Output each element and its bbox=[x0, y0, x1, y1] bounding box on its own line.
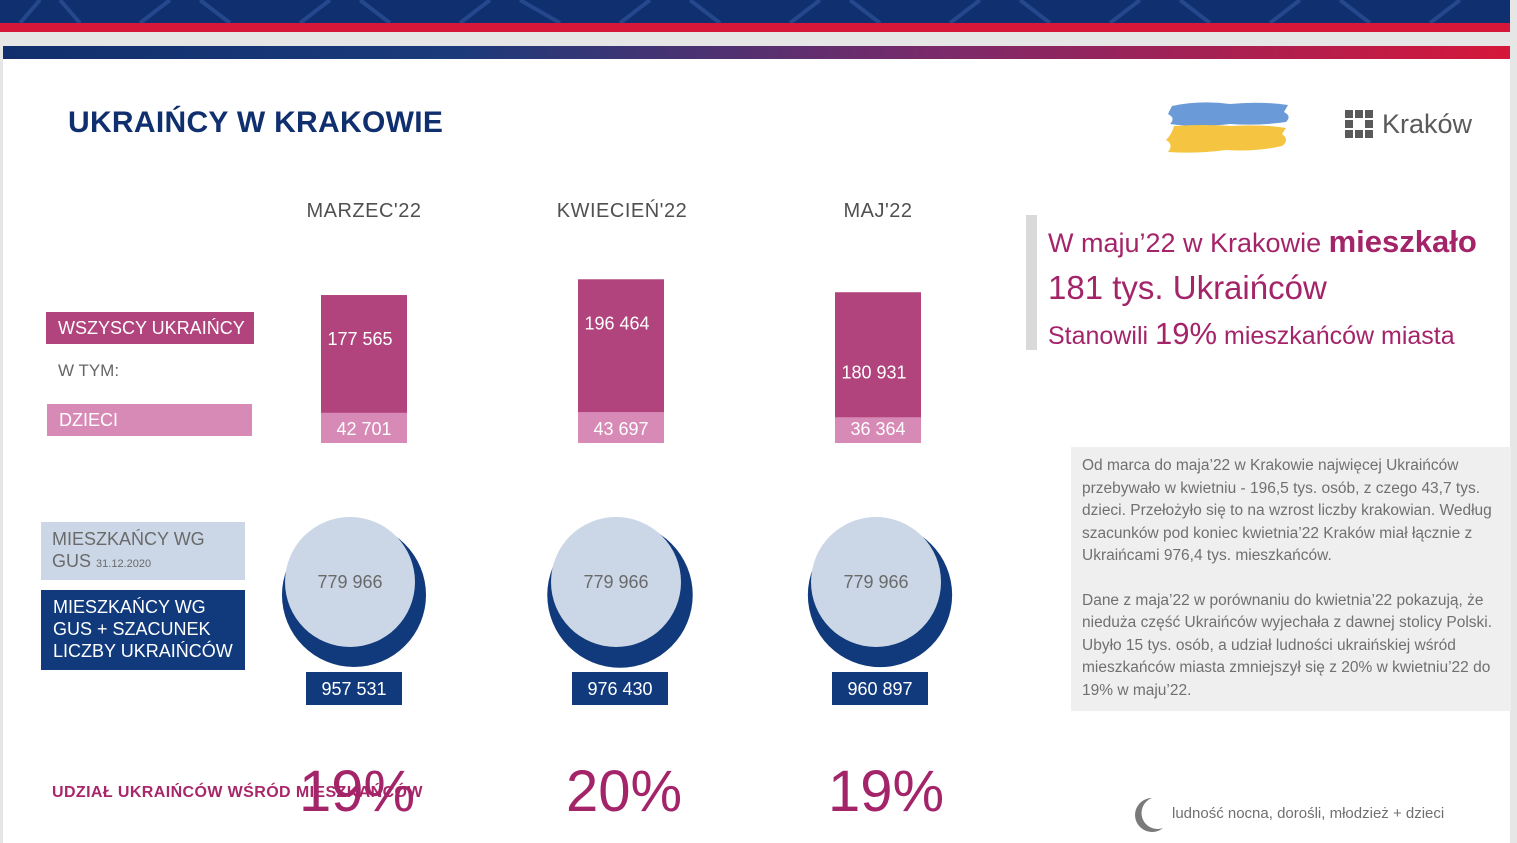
month-label-april: KWIECIEŃ'22 bbox=[556, 200, 688, 222]
quote-line-3-end: mieszkańców miasta bbox=[1224, 322, 1455, 350]
legend-children: DZIECI bbox=[47, 404, 252, 436]
krakow-logo-text: Kraków bbox=[1382, 108, 1473, 139]
circle-label-gus-may: 779 966 bbox=[843, 572, 908, 592]
legend-gus-residents: MIESZKAŃCY WG GUS 31.12.2020 bbox=[41, 522, 245, 580]
share-value-march: 19% bbox=[298, 759, 416, 824]
total-badge-label-may: 960 897 bbox=[847, 679, 912, 699]
quote-line-3: Stanowili 19% mieszkańców miasta bbox=[1048, 311, 1477, 359]
header-pattern bbox=[18, 0, 1462, 23]
description-paragraph-2: Dane z maja’22 w porównaniu do kwietnia’… bbox=[1082, 591, 1493, 699]
circle-label-gus-march: 779 966 bbox=[317, 572, 382, 592]
quote-line-3-start: Stanowili bbox=[1048, 322, 1149, 350]
circle-gus-may bbox=[811, 517, 941, 647]
circle-gus-april bbox=[551, 517, 681, 647]
description-box: Od marca do maja’22 w Krakowie najwięcej… bbox=[1071, 447, 1511, 711]
circle-gus-march bbox=[285, 517, 415, 647]
bar-label-children-march: 42 701 bbox=[336, 419, 391, 439]
footer-note: ludność nocna, dorośli, młodzież + dziec… bbox=[1172, 805, 1445, 822]
legend-all-ukrainians: WSZYSCY UKRAIŃCY bbox=[46, 312, 254, 344]
bar-label-all-may: 180 931 bbox=[841, 363, 906, 383]
legend-gus-label: MIESZKAŃCY WG GUS bbox=[52, 529, 205, 571]
share-value-may: 19% bbox=[827, 759, 945, 824]
bar-children-april bbox=[578, 412, 664, 443]
quote-line-1-start: W maju’22 w Krakowie bbox=[1048, 228, 1322, 258]
page-frame-right bbox=[1510, 0, 1517, 843]
bar-label-children-april: 43 697 bbox=[593, 419, 648, 439]
legend-gus-plus-estimate: MIESZKAŃCY WG GUS + SZACUNEK LICZBY UKRA… bbox=[41, 590, 245, 670]
bar-label-all-march: 177 565 bbox=[327, 329, 392, 349]
header-red-stripe bbox=[0, 23, 1510, 32]
bar-children-may bbox=[835, 417, 921, 443]
quote-line-1: W maju’22 w Krakowie mieszkało bbox=[1048, 220, 1477, 265]
quote-line-2: 181 tys. Ukraińców bbox=[1048, 269, 1327, 306]
page-title: UKRAIŃCY W KRAKOWIE bbox=[68, 106, 444, 139]
krakow-logo: Kraków bbox=[1344, 104, 1472, 144]
header-band bbox=[0, 0, 1510, 23]
legend-gus-date: 31.12.2020 bbox=[96, 558, 152, 570]
header-gradient-bar bbox=[3, 46, 1510, 59]
month-label-may: MAJ'22 bbox=[843, 200, 913, 222]
bar-label-children-may: 36 364 bbox=[850, 419, 905, 439]
total-badge-march bbox=[306, 672, 402, 705]
quote-accent-bar bbox=[1026, 215, 1037, 350]
bar-label-all-april: 196 464 bbox=[584, 313, 649, 333]
chart-canvas: 177 565 42 701 196 464 43 697 180 931 36 364 7… bbox=[281, 279, 953, 705]
month-label-march: MARZEC'22 bbox=[306, 200, 422, 222]
quote-line-3-percent: 19% bbox=[1155, 316, 1218, 351]
moon-icon bbox=[1135, 798, 1163, 832]
total-badge-label-april: 976 430 bbox=[587, 679, 652, 699]
ukraine-flag-icon bbox=[1166, 102, 1289, 153]
total-badge-label-march: 957 531 bbox=[321, 679, 386, 699]
bar-children-march bbox=[321, 412, 407, 443]
page-frame-left bbox=[0, 0, 3, 843]
total-badge-may bbox=[832, 672, 928, 705]
total-badge-april bbox=[572, 672, 668, 705]
legend-including: W TYM: bbox=[58, 361, 120, 380]
krakow-logo-icon bbox=[1345, 110, 1373, 138]
quote-line-1-emphasis: mieszkało bbox=[1328, 224, 1477, 259]
circle-label-gus-april: 779 966 bbox=[583, 572, 648, 592]
description-paragraph-1: Od marca do maja’22 w Krakowie najwięcej… bbox=[1082, 457, 1492, 564]
headline-quote: W maju’22 w Krakowie mieszkało 181 tys. … bbox=[1048, 220, 1477, 359]
header-gap bbox=[0, 32, 1510, 46]
share-value-april: 20% bbox=[565, 759, 683, 824]
share-label: UDZIAŁ UKRAIŃCÓW WŚRÓD MIESZKAŃCÓW bbox=[52, 784, 423, 801]
